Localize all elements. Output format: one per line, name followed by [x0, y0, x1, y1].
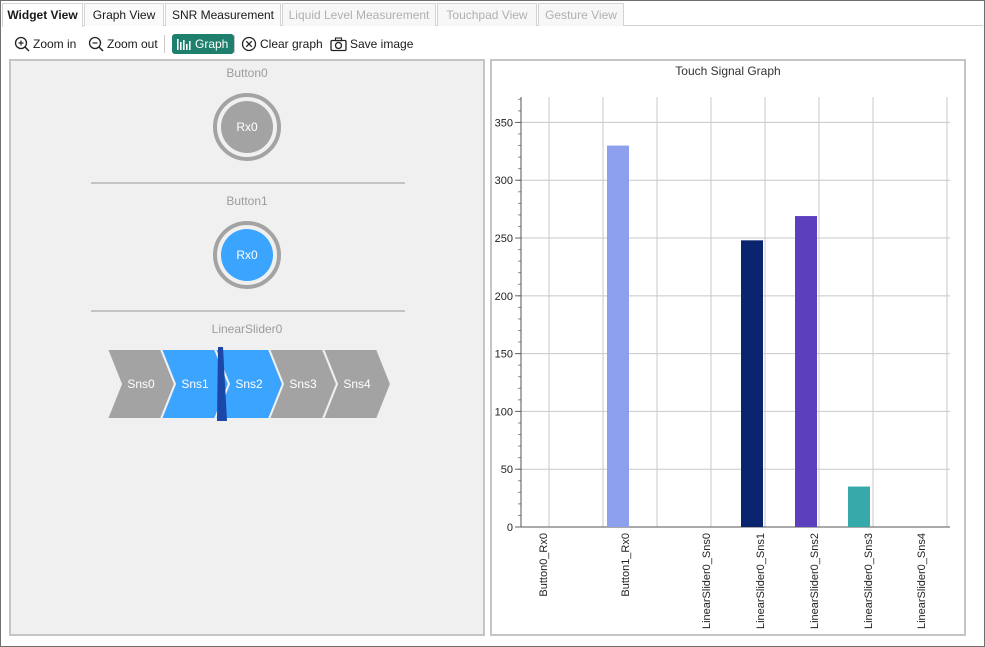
slider-position-indicator: [217, 347, 227, 421]
clear-graph-label: Clear graph: [260, 37, 323, 51]
y-tick-label: 150: [495, 349, 513, 361]
x-tick-label: Button0_Rx0: [538, 533, 550, 597]
zoom-out-label: Zoom out: [107, 37, 158, 51]
y-tick-label: 300: [495, 175, 513, 187]
tab-liquid-level-measurement: Liquid Level Measurement: [282, 3, 436, 26]
button1-widget[interactable]: Rx0: [213, 221, 281, 289]
tab-widget-view[interactable]: Widget View: [2, 3, 83, 27]
button0-sensor: Rx0: [221, 101, 273, 153]
widget-view-panel: Button0 Rx0 Button1 Rx0 LinearSlider0 Sn…: [9, 59, 485, 636]
y-tick-label: 0: [507, 522, 513, 534]
zoom-in-button[interactable]: Zoom in: [14, 34, 76, 54]
tab-touchpad-view: Touchpad View: [437, 3, 537, 26]
x-tick-label: LinearSlider0_Sns3: [863, 533, 875, 629]
graph-panel: Touch Signal Graph 0 50 100 150 200 250 300 350…: [490, 59, 966, 636]
slider-segment-label: Sns1: [181, 377, 209, 391]
x-tick-label: LinearSlider0_Sns0: [701, 533, 713, 629]
clear-icon: [241, 36, 257, 52]
camera-icon: [330, 36, 347, 51]
bar-graph-icon: [177, 39, 191, 50]
y-tick-label: 50: [501, 464, 513, 476]
toolbar-separator: [164, 35, 165, 53]
y-tick-label: 350: [495, 117, 513, 129]
bar-linearslider0-sns1: [741, 240, 763, 528]
clear-graph-button[interactable]: Clear graph: [241, 34, 323, 54]
toolbar-separator: [234, 35, 235, 53]
slider-segment-label: Sns4: [343, 377, 371, 391]
tab-snr-measurement[interactable]: SNR Measurement: [165, 3, 281, 26]
x-tick-label: LinearSlider0_Sns4: [916, 533, 928, 629]
slider-segment-label: Sns3: [289, 377, 317, 391]
button1-title: Button1: [226, 194, 268, 208]
save-image-label: Save image: [350, 37, 414, 51]
chart-title: Touch Signal Graph: [675, 64, 781, 78]
y-tick-label: 250: [495, 233, 513, 245]
button0-widget[interactable]: Rx0: [213, 93, 281, 161]
widget-divider: [91, 310, 405, 312]
tab-gesture-view: Gesture View: [538, 3, 624, 26]
touch-signal-chart: 0 50 100 150 200 250 300 350 Button0_Rx0 Button1_…: [495, 97, 950, 629]
button0-title: Button0: [226, 66, 268, 80]
toolbar: Zoom in Zoom out Graph: [10, 32, 974, 56]
y-tick-label: 200: [495, 291, 513, 303]
zoom-out-icon: [88, 36, 104, 52]
x-tick-label: Button1_Rx0: [620, 533, 632, 597]
tab-graph-view[interactable]: Graph View: [84, 3, 164, 26]
slider-segment-label: Sns0: [127, 377, 155, 391]
slider-segment-sns4[interactable]: [321, 348, 393, 420]
x-tick-label: LinearSlider0_Sns2: [809, 533, 821, 629]
slider-title: LinearSlider0: [211, 322, 283, 336]
x-tick-label: LinearSlider0_Sns1: [755, 533, 767, 629]
bar-button1-rx0: [607, 145, 629, 527]
zoom-out-button[interactable]: Zoom out: [88, 34, 158, 54]
tab-bar: Widget View Graph View SNR Measurement L…: [2, 2, 983, 27]
widget-divider: [91, 182, 405, 184]
bar-linearslider0-sns3: [848, 486, 870, 527]
y-tick-label: 100: [495, 406, 513, 418]
bar-linearslider0-sns2: [795, 216, 817, 527]
slider-segment-label: Sns2: [235, 377, 263, 391]
linear-slider-widget[interactable]: Sns0 Sns1 Sns2 Sns3 Sns4: [105, 347, 395, 427]
graph-button[interactable]: Graph: [172, 34, 235, 54]
graph-label: Graph: [195, 37, 229, 51]
button1-sensor: Rx0: [221, 229, 273, 281]
zoom-in-icon: [14, 36, 30, 52]
zoom-in-label: Zoom in: [33, 37, 77, 51]
save-image-button[interactable]: Save image: [330, 34, 413, 54]
